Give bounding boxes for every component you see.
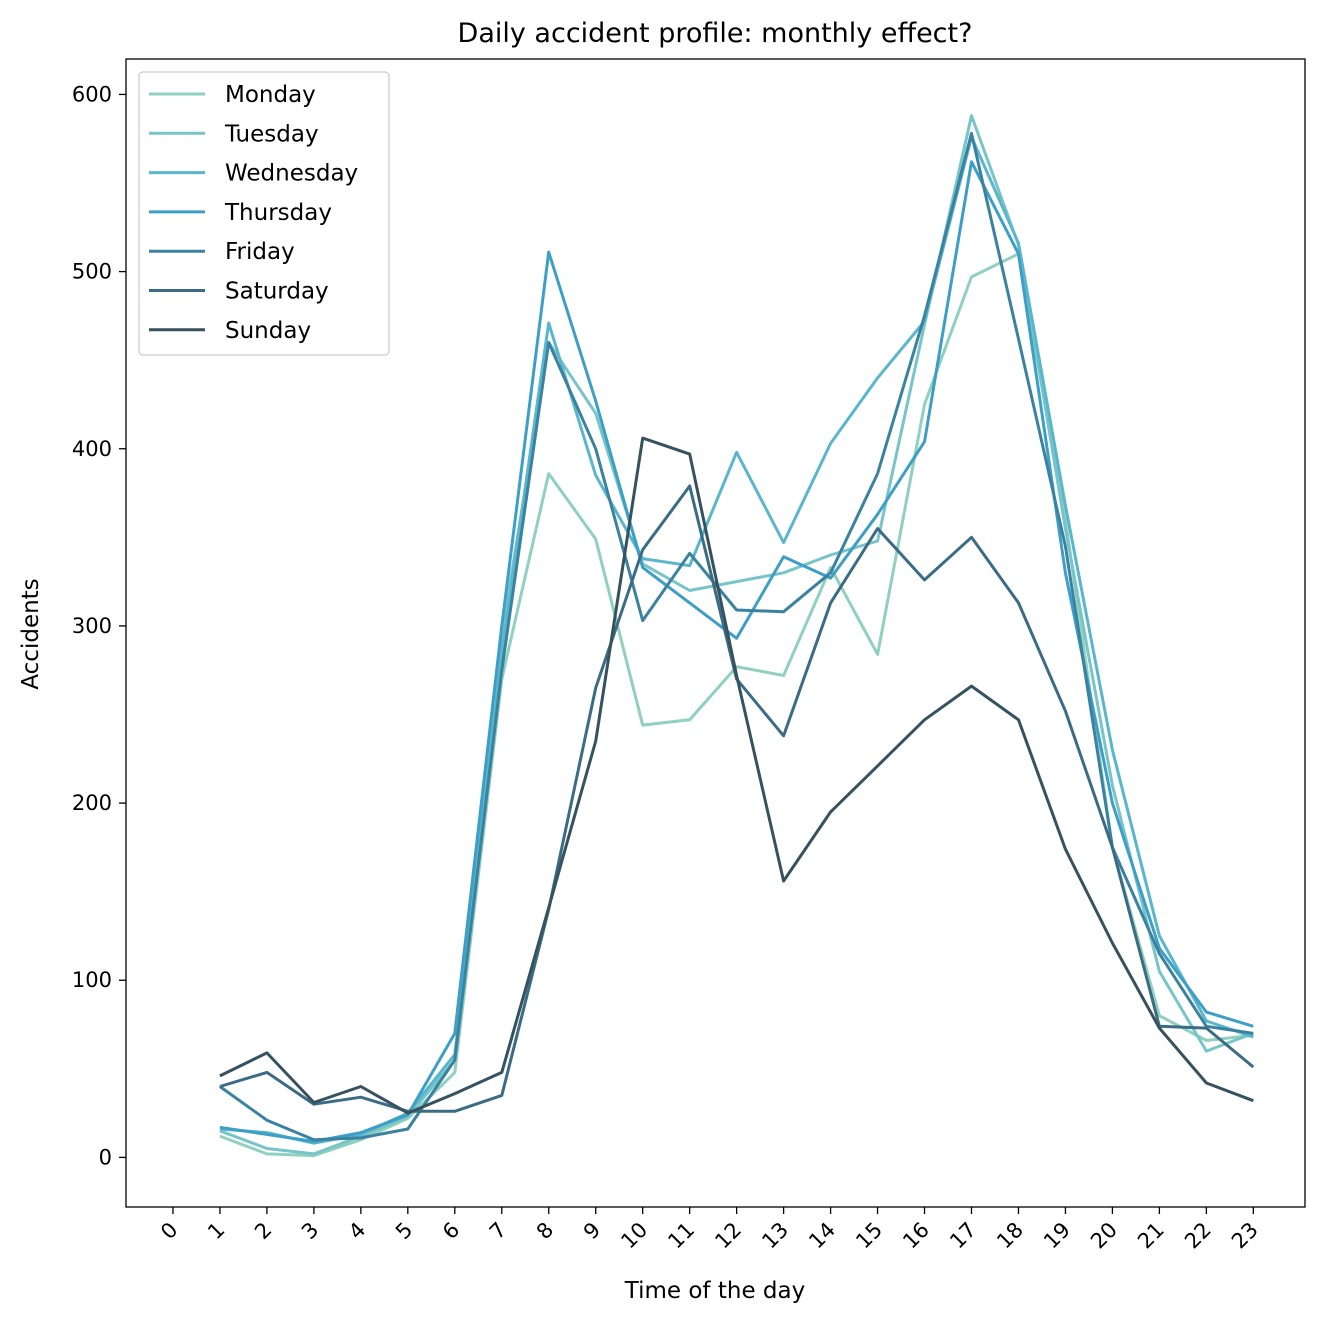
- series-line-tuesday: [219, 114, 1254, 1156]
- legend: Monday Tuesday Wednesday Thursday Friday Satu…: [138, 71, 390, 356]
- chart-title: Daily accident profile: monthly effect?: [458, 18, 973, 49]
- y-tick-label: 0: [99, 1145, 112, 1169]
- legend-label: Thursday: [224, 200, 332, 226]
- legend-label: Saturday: [225, 279, 329, 305]
- y-axis: 0 100 200 300 400 500 600: [72, 82, 126, 1169]
- y-tick-label: 300: [72, 614, 112, 638]
- legend-label: Sunday: [225, 318, 311, 344]
- legend-label: Friday: [225, 239, 295, 265]
- legend-box: [138, 71, 390, 356]
- plot-area: [125, 58, 1306, 1208]
- series-line-sunday: [219, 436, 1254, 1115]
- series-group: [219, 114, 1255, 1158]
- legend-label: Wednesday: [225, 161, 358, 187]
- plot-frame: [125, 58, 1306, 1208]
- legend-label: Monday: [225, 82, 316, 108]
- y-tick-label: 500: [72, 260, 112, 284]
- y-axis-label: Accidents: [18, 578, 44, 689]
- y-tick-label: 200: [72, 791, 112, 815]
- series-line-monday: [219, 252, 1254, 1158]
- y-tick-label: 600: [72, 82, 112, 106]
- series-line-friday: [219, 131, 1254, 1142]
- y-tick-label: 100: [72, 968, 112, 992]
- x-axis-label: Time of the day: [624, 1278, 805, 1304]
- y-tick-label: 400: [72, 437, 112, 461]
- legend-label: Tuesday: [224, 121, 319, 147]
